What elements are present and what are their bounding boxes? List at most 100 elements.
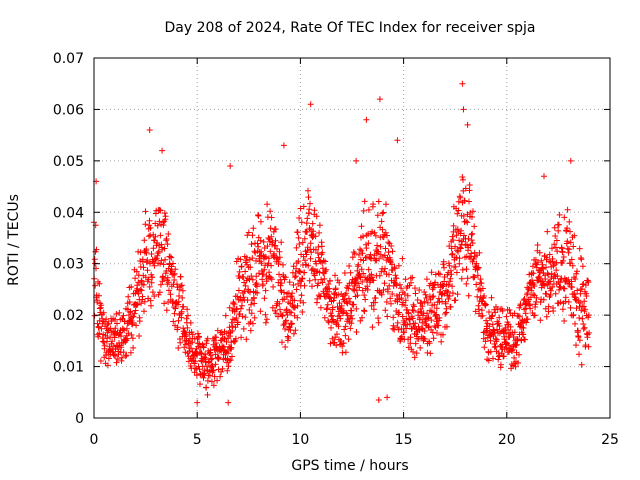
data-point bbox=[176, 293, 182, 299]
data-point bbox=[371, 229, 378, 236]
data-point bbox=[130, 313, 137, 320]
data-point bbox=[127, 308, 134, 315]
data-point bbox=[175, 317, 182, 324]
data-point bbox=[527, 305, 534, 312]
data-point bbox=[574, 268, 580, 275]
data-point bbox=[247, 327, 254, 334]
data-point bbox=[355, 280, 361, 287]
data-point bbox=[399, 313, 406, 320]
data-point bbox=[141, 237, 148, 244]
data-point bbox=[292, 327, 299, 334]
data-point bbox=[557, 299, 564, 306]
data-point bbox=[376, 272, 383, 279]
data-point bbox=[544, 254, 550, 261]
data-point bbox=[459, 174, 466, 180]
data-point bbox=[387, 295, 394, 302]
data-point bbox=[179, 294, 186, 301]
data-point bbox=[237, 305, 244, 312]
x-axis-label: GPS time / hours bbox=[291, 458, 408, 474]
data-point bbox=[248, 241, 255, 248]
data-point bbox=[545, 271, 552, 278]
data-point bbox=[503, 330, 510, 337]
data-point bbox=[204, 335, 211, 342]
data-point bbox=[221, 335, 228, 342]
data-point bbox=[341, 270, 348, 276]
data-point bbox=[488, 313, 495, 320]
data-point bbox=[567, 304, 574, 311]
data-point bbox=[300, 203, 307, 210]
data-point bbox=[94, 299, 101, 306]
data-point bbox=[421, 328, 428, 334]
data-point bbox=[423, 295, 430, 301]
data-point bbox=[231, 301, 238, 308]
data-point bbox=[124, 335, 131, 342]
data-point bbox=[334, 317, 341, 324]
data-point bbox=[283, 306, 290, 313]
data-point bbox=[235, 287, 242, 294]
data-point bbox=[265, 255, 272, 262]
data-point bbox=[428, 317, 435, 324]
data-point bbox=[457, 244, 464, 251]
data-point bbox=[369, 324, 376, 331]
data-point bbox=[543, 264, 549, 271]
data-point bbox=[382, 265, 388, 272]
data-point bbox=[178, 308, 185, 315]
data-point bbox=[151, 262, 158, 269]
data-point bbox=[416, 287, 423, 293]
data-point bbox=[399, 255, 406, 262]
data-point bbox=[267, 225, 274, 232]
chart-title: Day 208 of 2024, Rate Of TEC Index for r… bbox=[164, 20, 535, 36]
data-point bbox=[578, 361, 585, 368]
data-point bbox=[458, 227, 465, 234]
data-point bbox=[168, 254, 175, 261]
data-point bbox=[476, 249, 483, 256]
data-point bbox=[360, 233, 366, 240]
data-point bbox=[132, 307, 139, 314]
data-point bbox=[294, 229, 301, 236]
data-point bbox=[341, 326, 348, 333]
data-point bbox=[418, 299, 425, 306]
data-point bbox=[346, 263, 353, 269]
data-point bbox=[379, 226, 386, 233]
data-point bbox=[116, 309, 123, 316]
data-point bbox=[257, 308, 264, 315]
data-point bbox=[465, 235, 472, 242]
data-point bbox=[495, 356, 502, 363]
data-point bbox=[304, 228, 310, 235]
data-point bbox=[578, 256, 585, 263]
data-point bbox=[495, 320, 502, 327]
data-point bbox=[171, 310, 178, 317]
data-point bbox=[376, 255, 383, 262]
data-point bbox=[553, 237, 560, 244]
data-point bbox=[375, 319, 382, 326]
data-point bbox=[560, 285, 567, 292]
data-point bbox=[393, 275, 400, 282]
data-point bbox=[446, 262, 453, 269]
data-point bbox=[394, 319, 401, 326]
data-point bbox=[307, 255, 314, 262]
data-point bbox=[202, 354, 209, 361]
data-point bbox=[140, 281, 147, 288]
data-point bbox=[181, 328, 188, 335]
data-point bbox=[456, 260, 463, 267]
data-point bbox=[414, 297, 421, 303]
x-tick-label: 5 bbox=[193, 432, 202, 448]
data-point bbox=[345, 285, 352, 292]
data-point bbox=[533, 294, 540, 301]
data-point bbox=[307, 200, 313, 207]
data-point bbox=[261, 266, 268, 273]
data-point bbox=[583, 293, 590, 299]
data-point bbox=[565, 299, 572, 305]
data-point bbox=[553, 267, 560, 274]
data-point bbox=[386, 271, 392, 278]
data-point bbox=[238, 302, 245, 309]
data-point bbox=[404, 321, 411, 328]
data-point bbox=[581, 298, 588, 305]
data-point bbox=[567, 239, 574, 246]
data-point bbox=[578, 286, 585, 292]
data-point bbox=[409, 307, 416, 313]
data-point bbox=[233, 306, 240, 313]
data-point bbox=[300, 299, 307, 306]
data-point bbox=[545, 303, 552, 310]
data-point bbox=[459, 266, 466, 273]
